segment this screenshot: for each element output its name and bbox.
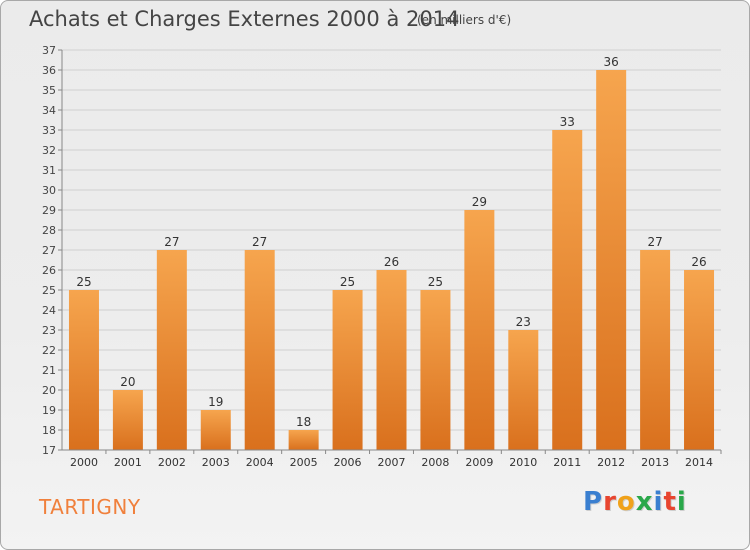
- x-tick-label: 2011: [553, 456, 581, 469]
- y-axis-ticks: 17 18 19 20 21 22 23 24 25 26 27 28 29 30 31 32 33 34 35 36…: [42, 44, 62, 457]
- bar: [508, 330, 539, 450]
- logo-letter: t: [663, 487, 677, 517]
- bar: [596, 70, 627, 450]
- x-tick-label: 2004: [246, 456, 274, 469]
- logo-letter: i: [676, 487, 687, 517]
- y-tick-label: 22: [42, 344, 56, 357]
- bar: [464, 210, 495, 450]
- data-label: 23: [516, 315, 531, 329]
- data-label: 27: [647, 235, 662, 249]
- x-tick-label: 2009: [465, 456, 493, 469]
- x-tick-label: 2012: [597, 456, 625, 469]
- location-label: TARTIGNY: [39, 495, 141, 519]
- y-tick-label: 24: [42, 304, 56, 317]
- y-tick-label: 30: [42, 184, 56, 197]
- data-label: 27: [164, 235, 179, 249]
- x-tick-label: 2002: [158, 456, 186, 469]
- data-label: 27: [252, 235, 267, 249]
- bar: [376, 270, 407, 450]
- bar: [200, 410, 231, 450]
- data-label: 25: [428, 275, 443, 289]
- data-label: 19: [208, 395, 223, 409]
- bar: [332, 290, 363, 450]
- bars: [68, 70, 715, 450]
- x-tick-label: 2013: [641, 456, 669, 469]
- x-tick-label: 2007: [378, 456, 406, 469]
- y-tick-label: 31: [42, 164, 56, 177]
- x-tick-label: 2006: [334, 456, 362, 469]
- y-tick-label: 33: [42, 124, 56, 137]
- data-label: 18: [296, 415, 311, 429]
- data-label: 26: [384, 255, 399, 269]
- bar: [68, 290, 99, 450]
- bar: [244, 250, 275, 450]
- x-tick-label: 2008: [421, 456, 449, 469]
- y-tick-label: 26: [42, 264, 56, 277]
- x-tick-label: 2010: [509, 456, 537, 469]
- data-label: 20: [120, 375, 135, 389]
- y-tick-label: 17: [42, 444, 56, 457]
- logo-letter: i: [653, 487, 664, 517]
- bar: [112, 390, 143, 450]
- y-tick-label: 28: [42, 224, 56, 237]
- y-tick-label: 37: [42, 44, 56, 57]
- y-tick-label: 36: [42, 64, 56, 77]
- data-label: 25: [340, 275, 355, 289]
- y-tick-label: 19: [42, 404, 56, 417]
- bar: [288, 430, 319, 450]
- axes: [61, 50, 721, 451]
- x-tick-label: 2000: [70, 456, 98, 469]
- chart-unit: (en milliers d'€): [417, 13, 512, 27]
- bar: [552, 130, 583, 450]
- data-label: 36: [604, 55, 619, 69]
- data-label: 25: [76, 275, 91, 289]
- y-tick-label: 23: [42, 324, 56, 337]
- y-tick-label: 21: [42, 364, 56, 377]
- x-tick-label: 2003: [202, 456, 230, 469]
- chart-title: Achats et Charges Externes 2000 à 2014: [29, 7, 460, 31]
- bar: [640, 250, 671, 450]
- x-axis-labels: 2000 2001 2002 2003 2004 2005 2006 2007 2008 2009…: [70, 450, 722, 469]
- y-tick-label: 32: [42, 144, 56, 157]
- y-tick-label: 34: [42, 104, 56, 117]
- bar: [420, 290, 451, 450]
- bar: [156, 250, 187, 450]
- y-tick-label: 27: [42, 244, 56, 257]
- x-tick-label: 2014: [685, 456, 713, 469]
- y-tick-label: 35: [42, 84, 56, 97]
- logo-letter: x: [635, 487, 654, 517]
- x-tick-label: 2001: [114, 456, 142, 469]
- logo-letter: P: [583, 487, 604, 517]
- logo-letter: r: [603, 487, 617, 517]
- bar: [684, 270, 715, 450]
- y-tick-label: 29: [42, 204, 56, 217]
- data-label: 29: [472, 195, 487, 209]
- y-tick-label: 20: [42, 384, 56, 397]
- x-tick-label: 2005: [290, 456, 318, 469]
- value-labels: 25 20 27 19 27 18 25 26 25 29 23 33 36 27 26: [76, 55, 706, 429]
- y-tick-label: 18: [42, 424, 56, 437]
- logo-letter: o: [616, 487, 636, 517]
- data-label: 26: [691, 255, 706, 269]
- data-label: 33: [560, 115, 575, 129]
- proxiti-logo[interactable]: Proxiti: [583, 487, 687, 517]
- y-tick-label: 25: [42, 284, 56, 297]
